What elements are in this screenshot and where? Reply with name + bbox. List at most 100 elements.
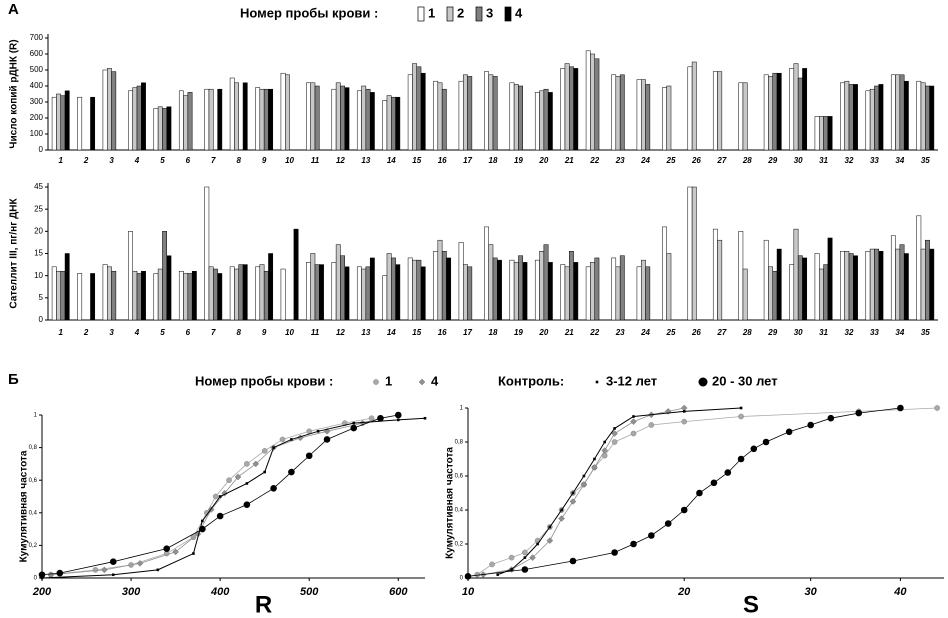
bar bbox=[687, 186, 693, 321]
point bbox=[396, 418, 400, 422]
y-tick-label: 0,2 bbox=[455, 542, 464, 548]
bar bbox=[166, 255, 172, 321]
point bbox=[611, 549, 618, 556]
y-axis-label: Кумулятивная частота bbox=[445, 447, 456, 559]
x-tick-label: 3 bbox=[109, 156, 114, 165]
bar bbox=[666, 253, 672, 321]
bar bbox=[814, 253, 820, 321]
bar bbox=[543, 244, 549, 321]
legend-swatch bbox=[475, 6, 483, 22]
bar bbox=[420, 72, 426, 151]
point bbox=[536, 542, 539, 546]
x-tick-label: 20 bbox=[677, 586, 691, 598]
bar bbox=[314, 85, 320, 151]
y-tick-label: 600 bbox=[30, 49, 44, 58]
bar bbox=[929, 248, 935, 321]
bar bbox=[640, 79, 646, 151]
legend-swatch bbox=[504, 6, 512, 22]
bar bbox=[874, 248, 880, 321]
point bbox=[613, 427, 616, 430]
point bbox=[216, 512, 224, 520]
bar bbox=[645, 84, 651, 151]
series-line bbox=[497, 407, 742, 576]
point bbox=[682, 410, 686, 413]
x-tick-label: 5 bbox=[160, 328, 165, 337]
x-tick-label: 26 bbox=[691, 328, 701, 337]
bar bbox=[56, 93, 61, 151]
point bbox=[630, 430, 637, 437]
point bbox=[377, 414, 384, 422]
x-tick-label: 8 bbox=[236, 328, 241, 337]
point bbox=[47, 571, 55, 579]
bar bbox=[77, 273, 83, 321]
bar bbox=[488, 74, 494, 151]
bar bbox=[509, 259, 515, 321]
bar bbox=[242, 264, 248, 321]
bar bbox=[712, 71, 718, 151]
bar bbox=[386, 95, 392, 151]
bar bbox=[534, 259, 540, 321]
point bbox=[245, 482, 249, 485]
point bbox=[305, 452, 313, 460]
bar bbox=[365, 266, 371, 321]
bar bbox=[183, 95, 189, 151]
y-axis-label: Кумулятивная частота bbox=[19, 450, 30, 562]
bar bbox=[102, 264, 108, 321]
y-axis-label: Число копий рДНК (R) bbox=[9, 39, 20, 148]
bar bbox=[162, 108, 168, 151]
bar bbox=[111, 71, 117, 151]
legend-marker bbox=[698, 377, 708, 387]
point bbox=[394, 411, 402, 419]
bar bbox=[513, 262, 519, 321]
y-tick-label: 5 bbox=[39, 293, 44, 302]
bar bbox=[162, 231, 168, 321]
bar bbox=[259, 88, 265, 151]
x-tick-label: 21 bbox=[564, 328, 574, 337]
series-line bbox=[41, 417, 426, 579]
point bbox=[288, 468, 295, 476]
bar bbox=[382, 275, 388, 321]
point bbox=[56, 569, 64, 577]
bar bbox=[666, 85, 672, 151]
bar bbox=[802, 68, 808, 151]
bar bbox=[361, 85, 367, 151]
x-tick-label: 7 bbox=[211, 156, 216, 165]
bar bbox=[869, 248, 875, 321]
x-tick-label: 11 bbox=[311, 156, 320, 165]
panel-label: А bbox=[8, 1, 19, 18]
bar bbox=[136, 273, 142, 321]
bar bbox=[284, 74, 290, 151]
x-tick-label: 9 bbox=[262, 328, 267, 337]
point bbox=[316, 430, 320, 433]
series-line bbox=[50, 417, 381, 576]
x-tick-label: 6 bbox=[186, 156, 191, 165]
bar bbox=[77, 96, 83, 151]
bar bbox=[458, 80, 464, 151]
bar bbox=[840, 251, 845, 321]
y-tick-label: 0,6 bbox=[29, 478, 38, 484]
bar bbox=[369, 257, 375, 321]
bar bbox=[178, 90, 184, 151]
bar bbox=[865, 90, 871, 151]
x-tick-label: 31 bbox=[819, 156, 828, 165]
x-tick-label: 16 bbox=[438, 328, 447, 337]
point bbox=[807, 421, 814, 429]
bar bbox=[64, 253, 70, 321]
x-tick-label: 2 bbox=[83, 156, 89, 165]
x-tick-label: 32 bbox=[845, 156, 854, 165]
bar bbox=[878, 84, 884, 151]
bar bbox=[853, 255, 858, 321]
x-tick-label: 21 bbox=[564, 156, 574, 165]
bar bbox=[433, 80, 439, 151]
bar bbox=[462, 74, 468, 151]
x-tick-label: 14 bbox=[387, 328, 396, 337]
point bbox=[199, 525, 206, 533]
bar bbox=[382, 100, 388, 151]
y-tick-label: 20 bbox=[34, 226, 43, 235]
y-tick-label: 0 bbox=[460, 576, 464, 582]
point bbox=[591, 464, 598, 471]
point bbox=[323, 436, 331, 443]
legend-label: 4 bbox=[431, 373, 439, 388]
x-tick-label: 10 bbox=[285, 156, 294, 165]
